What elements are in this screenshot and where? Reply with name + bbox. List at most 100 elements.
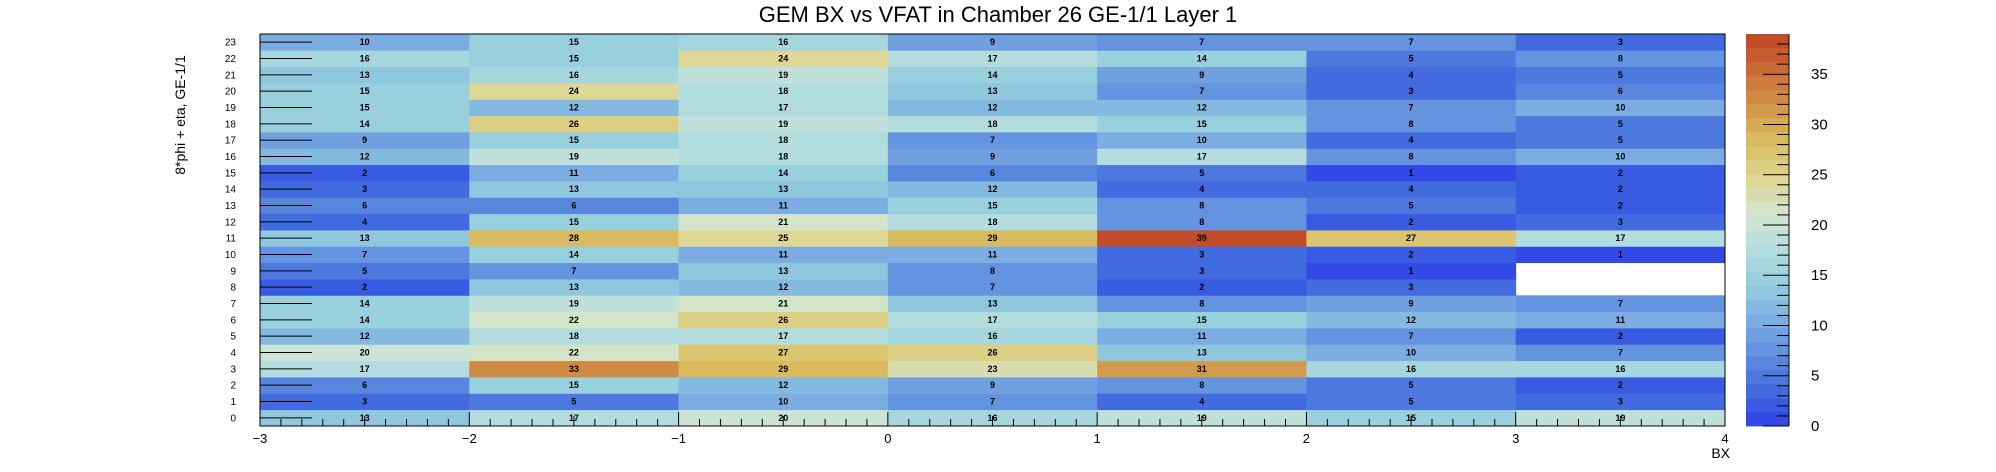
z-tick-label: 20 (1811, 217, 1828, 234)
cell-value-label: 5 (362, 266, 367, 276)
colorbar-band (1746, 328, 1789, 343)
heatmap-cell (1306, 50, 1517, 68)
heatmap-cell (678, 230, 889, 247)
heatmap-cell (469, 83, 679, 100)
heatmap-cell (469, 246, 679, 264)
cell-value-label: 27 (778, 348, 788, 358)
heatmap-cell (1097, 66, 1307, 84)
cell-value-label: 10 (1615, 152, 1625, 162)
heatmap-cell (1097, 230, 1307, 247)
heatmap-cell (1515, 181, 1726, 198)
cell-value-label: 1 (1618, 250, 1623, 260)
heatmap-cell (678, 311, 889, 329)
colorbar-band (1746, 384, 1789, 399)
colorbar-band (1746, 90, 1789, 105)
cell-value-label: 6 (990, 168, 995, 178)
heatmap-cell (260, 230, 470, 247)
cell-value-label: 13 (778, 184, 788, 194)
heatmap-cell (1097, 344, 1307, 362)
heatmap-cell (1306, 148, 1517, 166)
heatmap-cell (1306, 115, 1517, 133)
y-tick-label: 5 (230, 332, 236, 343)
cell-value-label: 17 (360, 364, 370, 374)
heatmap-cell (678, 279, 889, 296)
heatmap-cell (1515, 132, 1726, 149)
heatmap-cell (887, 377, 1098, 394)
cell-value-label: 3 (1199, 250, 1204, 260)
cell-value-label: 13 (1197, 348, 1207, 358)
cell-value-label: 13 (987, 299, 997, 309)
heatmap-cell (1097, 393, 1307, 411)
cell-value-label: 9 (1199, 70, 1204, 80)
heatmap-cell (1306, 197, 1517, 215)
heatmap-cell (1306, 295, 1517, 313)
cell-value-label: 2 (1199, 282, 1204, 292)
cell-value-label: 14 (360, 315, 370, 325)
heatmap-cell (1515, 50, 1726, 68)
cell-value-label: 7 (1618, 348, 1623, 358)
heatmap-cells: 13 17 20 16 19 15 193 5 10 7 4 5 36 15 12 9 8 5 217 33 29 23 3… (260, 34, 1726, 427)
cell-value-label: 24 (778, 54, 788, 64)
cell-value-label: 1 (1409, 168, 1414, 178)
colorbar-band (1746, 300, 1789, 315)
heatmap-cell (1306, 230, 1517, 247)
heatmap-cell (1306, 181, 1517, 198)
cell-value-label: 10 (360, 37, 370, 47)
heatmap-cell (260, 246, 470, 264)
colorbar-band (1746, 356, 1789, 371)
heatmap-cell (469, 213, 679, 231)
cell-value-label: 7 (1618, 299, 1623, 309)
heatmap-cell (469, 393, 679, 411)
heatmap-cell (678, 83, 889, 100)
cell-value-label: 12 (569, 103, 579, 113)
heatmap-cell (887, 213, 1098, 231)
heatmap-cell (1306, 344, 1517, 362)
cell-value-label: 7 (1409, 37, 1414, 47)
cell-value-label: 27 (1406, 233, 1416, 243)
cell-value-label: 11 (1616, 315, 1626, 325)
cell-value-label: 12 (1197, 103, 1207, 113)
cell-value-label: 31 (1197, 364, 1207, 374)
y-tick-label: 11 (226, 234, 237, 245)
cell-value-label: 15 (569, 217, 579, 227)
cell-value-label: 4 (362, 217, 367, 227)
heatmap-cell (1306, 311, 1517, 329)
cell-value-label: 10 (1406, 348, 1416, 358)
y-tick-label: 10 (225, 250, 237, 261)
cell-value-label: 20 (360, 348, 370, 358)
heatmap-cell (887, 246, 1098, 264)
cell-value-label: 6 (1618, 86, 1623, 96)
x-tick-label: −1 (671, 431, 686, 446)
cell-value-label: 3 (362, 397, 367, 407)
heatmap-cell (1097, 164, 1307, 182)
cell-value-label: 19 (569, 299, 579, 309)
heatmap-cell (1515, 164, 1726, 182)
heatmap-cell (887, 50, 1098, 68)
y-tick-label: 22 (225, 54, 237, 65)
cell-value-label: 4 (1409, 70, 1414, 80)
heatmap-cell (887, 344, 1098, 362)
heatmap-cell (1515, 34, 1726, 51)
heatmap-cell (678, 115, 889, 133)
cell-value-label: 16 (360, 54, 370, 64)
heatmap-cell (1306, 360, 1517, 378)
heatmap-cell (260, 132, 470, 149)
cell-value-label: 7 (990, 282, 995, 292)
cell-value-label: 15 (1197, 119, 1207, 129)
heatmap-cell (678, 148, 889, 166)
heatmap-cell (1097, 377, 1307, 394)
heatmap-cell (1097, 262, 1307, 280)
x-tick-label: 0 (884, 431, 891, 446)
heatmap-cell (678, 197, 889, 215)
colorbar-band (1746, 342, 1789, 357)
heatmap-cell (1097, 132, 1307, 149)
heatmap-cell (678, 246, 889, 264)
heatmap-cell (1515, 328, 1726, 345)
heatmap-cell (469, 360, 679, 378)
cell-value-label: 5 (571, 397, 576, 407)
cell-value-label: 3 (1618, 37, 1623, 47)
cell-value-label: 8 (1199, 380, 1204, 390)
cell-value-label: 3 (1199, 266, 1204, 276)
colorbar-band (1746, 118, 1789, 133)
colorbar-band (1746, 412, 1789, 427)
